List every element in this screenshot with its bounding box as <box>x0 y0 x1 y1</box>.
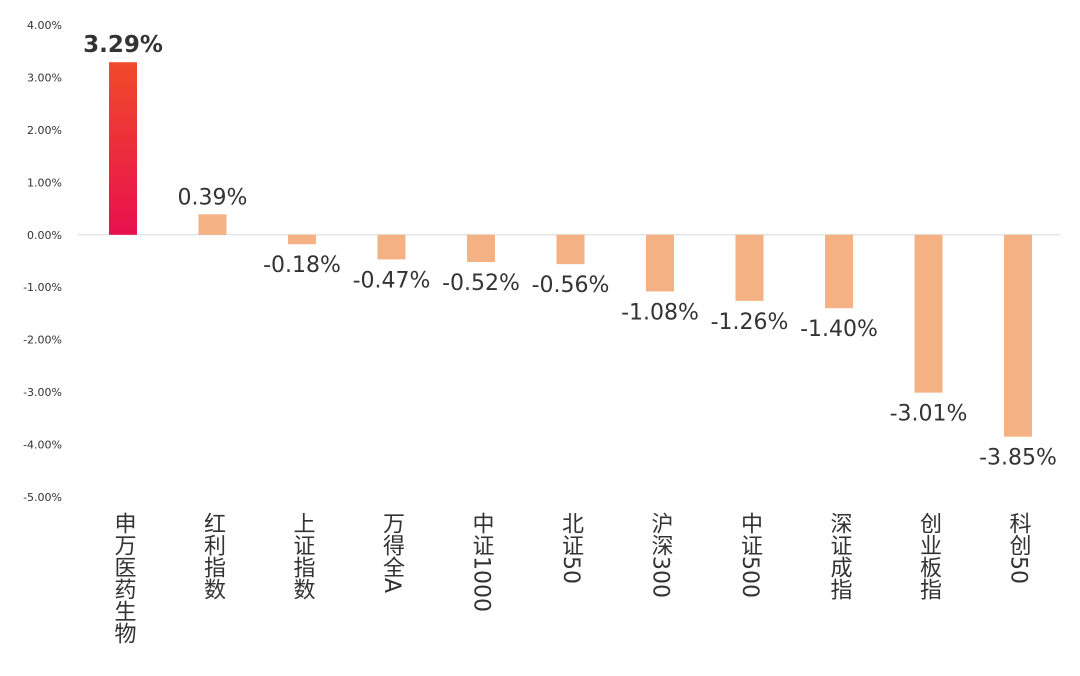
data-labels: 3.29% 0.39% -0.18% -0.47% -0.52% -0.56% -1.08%… <box>83 32 1057 470</box>
bar <box>556 234 585 265</box>
data-label: -3.01% <box>890 402 968 427</box>
y-tick-label: -3.00% <box>23 386 62 399</box>
category-label: 上证指数 <box>290 512 316 600</box>
bar <box>825 234 853 309</box>
category-label: 中证500 <box>737 512 762 598</box>
y-axis: 4.00% 3.00% 2.00% 1.00% 0.00% -1.00% -2.00% -3.… <box>23 19 62 504</box>
data-label: 0.39% <box>178 185 248 210</box>
bar <box>914 234 943 393</box>
data-label: -0.18% <box>263 253 341 278</box>
bar <box>109 62 137 235</box>
category-label: 申万医药生物 <box>111 512 137 644</box>
data-label: -1.26% <box>711 310 789 335</box>
data-label: -0.47% <box>353 268 431 293</box>
data-label: 3.29% <box>83 32 163 58</box>
y-tick-label: 4.00% <box>27 19 62 32</box>
category-label: 北证50 <box>558 512 584 584</box>
bars <box>109 62 1032 437</box>
category-label: 万得全A <box>379 512 405 593</box>
bar <box>646 234 674 292</box>
y-tick-label: -4.00% <box>23 439 62 452</box>
bar <box>735 234 764 301</box>
y-tick-label: -2.00% <box>23 334 62 347</box>
bar <box>377 234 406 260</box>
bar <box>288 234 316 245</box>
category-label: 创业板指 <box>916 512 942 600</box>
y-tick-label: -5.00% <box>23 491 62 504</box>
data-label: -0.56% <box>532 273 610 298</box>
y-tick-label: 3.00% <box>27 71 62 84</box>
y-tick-label: 0.00% <box>27 229 62 242</box>
category-label: 中证1000 <box>469 512 494 612</box>
y-tick-label: 2.00% <box>27 124 62 137</box>
data-label: -0.52% <box>442 271 520 296</box>
category-label: 红利指数 <box>200 512 226 600</box>
y-tick-label: -1.00% <box>23 281 62 294</box>
data-label: -1.40% <box>800 317 878 342</box>
bar <box>467 234 495 263</box>
data-label: -1.08% <box>621 300 699 325</box>
bar <box>1004 234 1032 437</box>
category-label: 深证成指 <box>827 512 853 600</box>
category-labels: 申万医药生物 红利指数 上证指数 万得全A 中证1000 北证50 沪深300 中证500 深证… <box>111 512 1032 644</box>
y-tick-label: 1.00% <box>27 176 62 189</box>
category-label: 科创50 <box>1006 512 1032 584</box>
data-label: -3.85% <box>979 446 1057 471</box>
category-label: 沪深300 <box>648 512 674 598</box>
bar <box>198 214 227 235</box>
